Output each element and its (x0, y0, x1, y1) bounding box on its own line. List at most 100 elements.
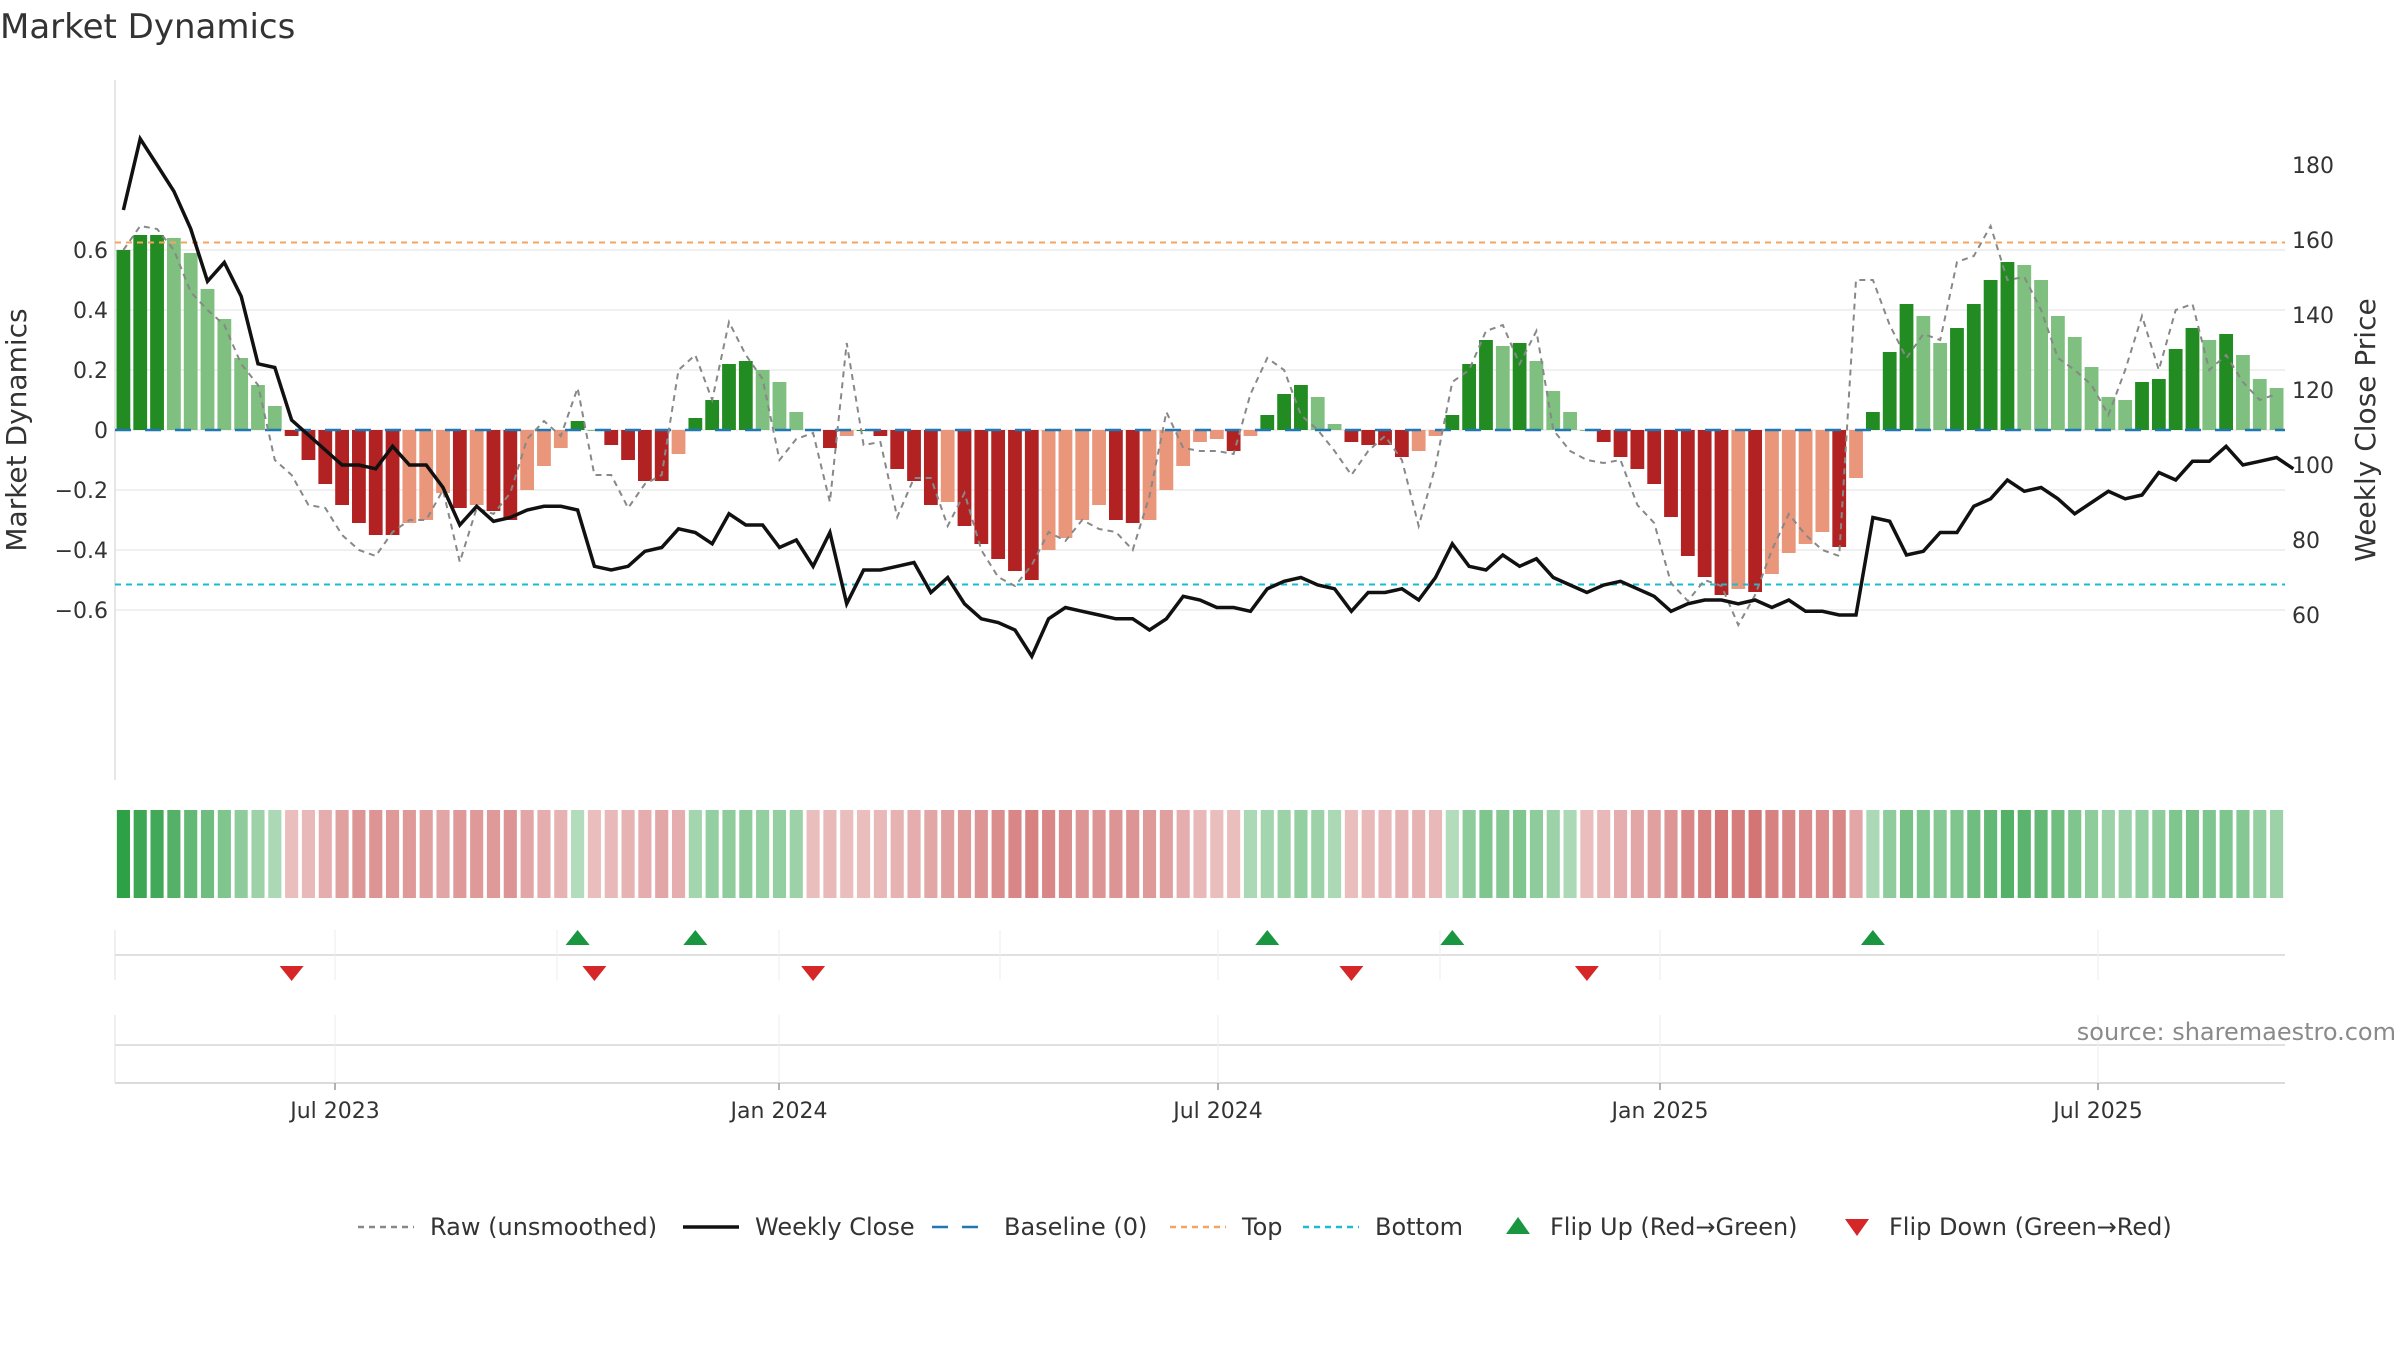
strip-cell (1883, 810, 1897, 898)
strip-cell (554, 810, 568, 898)
strip-cell (1328, 810, 1342, 898)
dynamics-bar (1512, 343, 1527, 430)
dynamics-bar (2118, 400, 2133, 430)
dynamics-bar (738, 361, 753, 430)
strip-cell (1042, 810, 1056, 898)
strip-cell (789, 810, 803, 898)
dynamics-bar (1647, 430, 1662, 484)
strip-cell (453, 810, 467, 898)
dynamics-bar (1243, 430, 1258, 436)
dynamics-bar (368, 430, 383, 535)
left-axis-ticks: 0.6 0.4 0.2 0 −0.2 −0.4 −0.6 (55, 239, 108, 624)
dynamics-bar (1815, 430, 1830, 532)
strip-cell (470, 810, 484, 898)
dynamics-bar (1697, 430, 1712, 577)
strip-cell (1597, 810, 1611, 898)
dynamics-bar (183, 253, 198, 430)
strip-cell (1075, 810, 1089, 898)
strip-cell (436, 810, 450, 898)
dynamics-bar (2000, 262, 2015, 430)
dynamics-bar (823, 430, 837, 448)
strip-cell (1126, 810, 1140, 898)
strip-cell (1277, 810, 1291, 898)
strip-cell (352, 810, 366, 898)
dynamics-bar (402, 430, 417, 523)
dynamics-bar (1008, 430, 1022, 571)
dynamics-bar (1176, 430, 1191, 466)
strip-cell (1176, 810, 1190, 898)
dynamics-bar (133, 235, 148, 430)
strip-cell (671, 810, 686, 898)
strip-cell (772, 810, 787, 898)
dynamics-bar (974, 430, 989, 544)
dynamics-bar (1260, 415, 1275, 430)
dynamics-bar (923, 430, 938, 505)
dynamics-bar (520, 430, 535, 490)
strip-cell (1916, 810, 1930, 898)
dynamics-bar (654, 430, 669, 481)
dynamics-bar (1310, 397, 1325, 430)
dynamics-bar (856, 430, 871, 431)
dynamics-bar (1865, 412, 1880, 430)
bottom-axis-panel (114, 1015, 2285, 1084)
strip-cell (234, 810, 248, 898)
strip-cell (1025, 810, 1039, 898)
dynamics-bar (1933, 343, 1948, 430)
strip-cell (2051, 810, 2065, 898)
dynamics-bar (1092, 430, 1106, 505)
left-axis-label: Market Dynamics (0, 308, 33, 551)
strip-cell (301, 810, 316, 898)
dynamics-bar (1024, 430, 1039, 580)
x-axis-ticks: Jul 2023 Jan 2024 Jul 2024 Jan 2025 Jul 2025 (288, 1083, 2143, 1124)
dynamics-bar (1899, 304, 1914, 430)
dynamics-bar (907, 430, 921, 481)
strip-cell (604, 810, 618, 898)
strip-cell (2101, 810, 2115, 898)
dynamics-bar (1041, 430, 1056, 550)
strip-cell (503, 810, 517, 898)
dynamics-bar (1142, 430, 1157, 520)
dynamics-bar (1748, 430, 1763, 592)
dynamics-bar (1226, 430, 1241, 451)
left-tick-label: −0.4 (55, 539, 108, 564)
dynamics-bar (2252, 379, 2267, 430)
strip-cell (1243, 810, 1258, 898)
dynamics-bar (1462, 364, 1477, 430)
dynamics-bar (537, 430, 551, 466)
strip-cell (840, 810, 854, 898)
dynamics-bar (1294, 385, 1308, 430)
dynamics-bar (1344, 430, 1359, 442)
dynamics-bar (1798, 430, 1813, 544)
right-tick-label: 100 (2292, 454, 2334, 479)
strip-cell (1311, 810, 1325, 898)
dynamics-bar (1327, 424, 1342, 430)
dynamics-bar (1983, 280, 1998, 430)
right-axis-label: Weekly Close Price (2349, 298, 2382, 561)
dynamics-bar (621, 430, 635, 460)
strip-cell (1193, 810, 1207, 898)
strip-cell (1748, 810, 1762, 898)
strip-cell (1731, 810, 1745, 898)
strip-cell (1159, 810, 1173, 898)
strip-cell (1227, 810, 1241, 898)
dynamics-bar (1714, 430, 1729, 595)
strip-cell (974, 810, 988, 898)
dynamics-bar (1058, 430, 1073, 538)
dynamics-bar (991, 430, 1006, 559)
left-tick-label: 0.2 (73, 359, 108, 384)
dynamics-bar (1361, 430, 1376, 445)
flip-up-marker (1255, 930, 1280, 945)
strip-cell (402, 810, 416, 898)
strip-cell (385, 810, 400, 898)
strip-cell (133, 810, 147, 898)
right-tick-label: 120 (2292, 379, 2334, 404)
strip-cell (621, 810, 635, 898)
strip-cell (1967, 810, 1981, 898)
weekly-close-line (121, 134, 2295, 660)
strip-cell (2118, 810, 2132, 898)
dynamics-bar (234, 358, 249, 430)
strip-cell (1395, 810, 1409, 898)
dynamics-bar (352, 430, 366, 523)
strip-cell (1714, 810, 1729, 898)
strip-cell (1698, 810, 1712, 898)
